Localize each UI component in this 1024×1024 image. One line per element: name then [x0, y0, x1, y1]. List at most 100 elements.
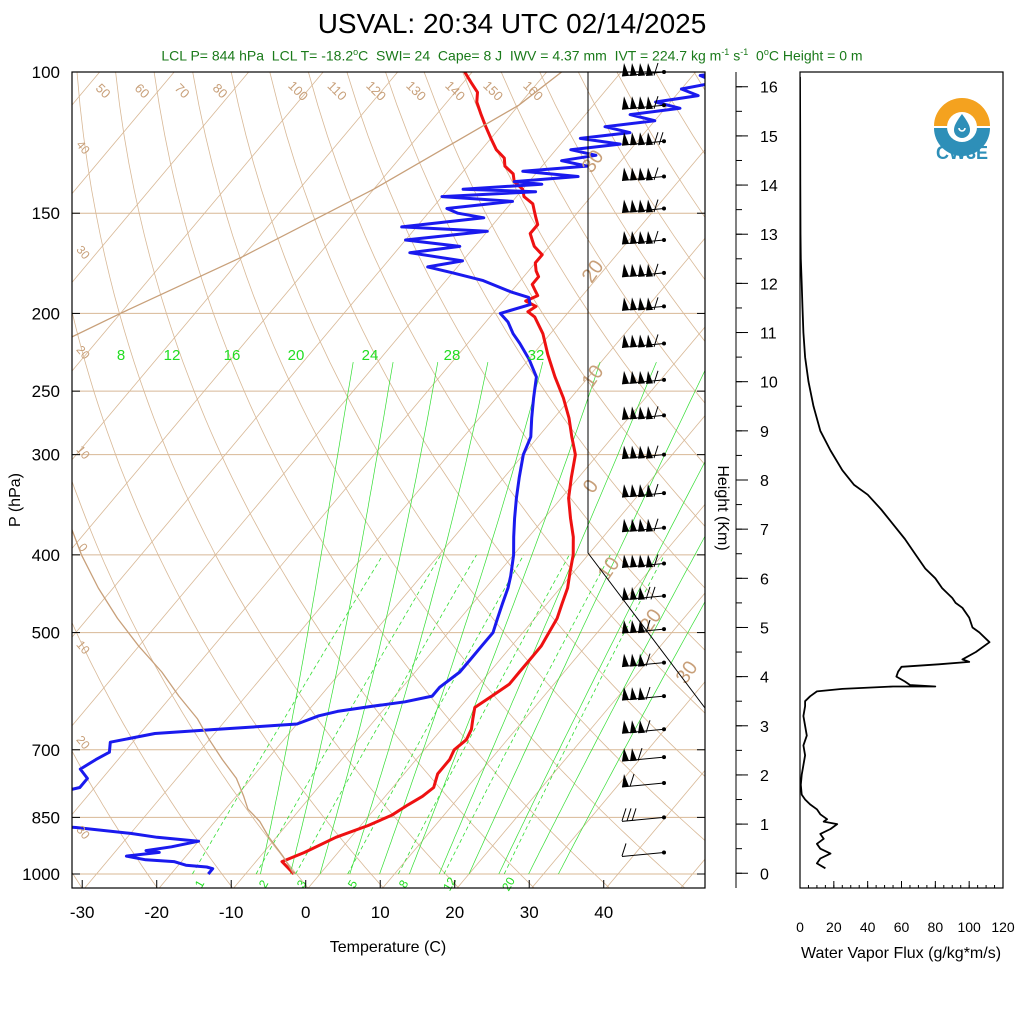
wind-barb-pennant [638, 96, 645, 110]
isotherm-label: 0 [76, 540, 91, 554]
height-tick-label: 5 [760, 620, 769, 637]
dry-adiabat-line [230, 72, 705, 842]
wind-barb-pennant [622, 263, 629, 277]
isotherm-line [233, 326, 705, 888]
dry-adiabat-line [72, 309, 384, 888]
mixing-ratio-label: 16 [224, 347, 241, 364]
wind-barb-dot [662, 561, 666, 566]
temperature-tick-label: 0 [301, 903, 310, 922]
wind-barb-dot [662, 660, 666, 665]
temperature-tick-label: 40 [594, 903, 613, 922]
wind-barb [621, 686, 666, 701]
moist-adiabat-line [409, 361, 601, 875]
dry-adiabat-label: 50 [93, 80, 114, 101]
isotherm-label: 10 [73, 443, 93, 462]
mixing-ratio-label: 8 [117, 347, 125, 364]
wind-barb-pennant [622, 586, 629, 600]
height-tick-label: 6 [760, 571, 769, 588]
pressure-tick-label: 250 [32, 382, 60, 401]
height-tick-label: 2 [760, 768, 769, 785]
wind-barb-pennant [622, 406, 629, 420]
wind-barb-pennant [638, 132, 645, 146]
wind-barb-dot [662, 815, 666, 820]
wind-barb-pennant [622, 748, 629, 762]
wind-barb-pennant [630, 748, 637, 762]
wind-barb-flag [653, 370, 659, 384]
logo-text: CW3E [935, 143, 988, 163]
wind-barb-dot [662, 206, 666, 211]
height-tick-label: 9 [760, 424, 769, 441]
dry-adiabat-label: 70 [172, 80, 193, 101]
wind-barb [621, 167, 666, 182]
wind-barb [621, 586, 666, 601]
dry-adiabat-label: 60 [132, 80, 153, 101]
wind-barb-pennant [622, 773, 629, 787]
skew-t-frame [71, 71, 706, 889]
isotherm-line [753, 72, 1024, 891]
dry-adiabat-line [423, 72, 705, 527]
dry-adiabat-line [693, 72, 705, 91]
isotherm-line [72, 72, 473, 550]
wind-barb-flag [653, 334, 659, 348]
wind-barb-pennant [622, 231, 629, 245]
isotherm-label: 0 [579, 476, 603, 498]
freezing-level-prefix: 0 [756, 47, 764, 64]
cape-value: Cape= 8 J [437, 47, 503, 64]
height-tick-label: 11 [760, 326, 777, 343]
wind-barb-pennant [622, 518, 629, 532]
wind-barb-pennant [646, 63, 653, 76]
sounding-stats: LCL P= 844 hPa LCL T= -18.2oC SWI= 24 Ca… [161, 47, 863, 64]
wind-barb [621, 334, 666, 348]
wind-barb-dot [662, 238, 666, 243]
wind-barb-pennant [622, 297, 629, 311]
wind-barb-flag [621, 808, 627, 822]
temperature-tick-label: -10 [219, 903, 244, 922]
wind-barb-dot [662, 850, 666, 855]
wind-barb-flag [645, 653, 651, 667]
lcl-pressure: LCL P= 844 hPa [161, 47, 265, 64]
wind-barb-pennant [638, 720, 645, 734]
dry-adiabat-label: 120 [363, 78, 389, 104]
wind-barb [621, 199, 666, 214]
wind-barb-pennant [622, 484, 629, 498]
ivt-value: IVT = 224.7 kg m [614, 47, 722, 64]
wind-barb [621, 619, 666, 634]
wind-barb-pennant [630, 484, 637, 498]
wind-barb-flag [653, 199, 659, 213]
wind-barb-staff [621, 851, 665, 857]
wind-barb-pennant [622, 687, 629, 701]
wind-barb-flag [653, 518, 659, 532]
wind-barb-pennant [622, 720, 629, 734]
height-tick-label: 4 [760, 670, 769, 687]
barb-region-boundary [587, 72, 706, 709]
isotherm-line [456, 592, 705, 888]
height-tick-label: 15 [760, 129, 778, 146]
x-axis-label: Temperature (C) [330, 939, 446, 956]
flux-axis-label: Water Vapor Flux (g/kg*m/s) [801, 945, 1001, 962]
wind-barb-pennant [630, 96, 637, 110]
wind-barb-pennant [630, 687, 637, 701]
chart-title: USVAL: 20:34 UTC 02/14/2025 [317, 8, 707, 39]
wind-barb-flag [653, 230, 659, 244]
pressure-tick-label: 300 [32, 446, 60, 465]
wind-barb-pennant [630, 199, 637, 213]
wind-barb-flag [653, 167, 659, 181]
mixing-ratio-line [295, 554, 477, 875]
moist-adiabat-line [528, 535, 705, 875]
height-tick-label: 13 [760, 227, 778, 244]
wind-barb-dot [662, 780, 666, 785]
isotherm-line [158, 237, 705, 888]
wind-barb-dot [662, 139, 666, 144]
dry-adiabat-label: 160 [520, 78, 546, 104]
wind-barb-pennant [630, 297, 637, 311]
dry-adiabat-line [462, 72, 705, 466]
wind-barb [621, 773, 666, 788]
isotherm-label: 10 [594, 553, 625, 584]
height-tick-label: 0 [760, 866, 769, 883]
mixing-ratio-line [347, 554, 525, 875]
height-tick-label: 7 [760, 522, 769, 539]
wind-barb-dot [662, 270, 666, 275]
isotherm-label: 30 [73, 243, 93, 262]
dry-adiabat-label: 150 [480, 78, 506, 104]
wind-barb-pennant [638, 586, 645, 600]
